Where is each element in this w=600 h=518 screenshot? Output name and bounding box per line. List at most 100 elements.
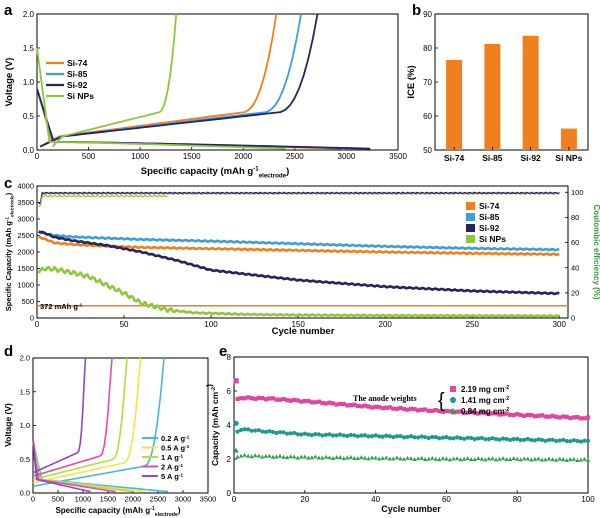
panel-e-axes (233, 356, 589, 494)
panel-e-point (465, 410, 470, 415)
panel-b-category-label: Si-92 (520, 153, 541, 163)
panel-c-legend-swatch (466, 202, 475, 210)
panel-e-point (398, 405, 403, 411)
panel-e-point (412, 456, 417, 461)
panel-c-legend-label: Si-85 (479, 212, 500, 222)
panel-e-point (338, 401, 343, 406)
panel-e-point (267, 429, 272, 434)
b-ytick-label: 90 (423, 10, 432, 19)
panel-e-point (391, 435, 396, 440)
panel-c-capacity-1 (37, 230, 560, 252)
panel-e-legend-label: 0.84 mg cm-2 (461, 407, 509, 416)
panel-e-legend-label: 2.19 mg cm-2 (461, 385, 509, 394)
panel-e-point (557, 415, 562, 420)
label-part: 372 mAh g (40, 302, 78, 311)
panel-e-point (345, 433, 350, 439)
panel-c-legend-swatch (466, 235, 475, 243)
panel-e-point (476, 411, 481, 416)
panel-e-point (235, 396, 240, 401)
panel-b-category-label: Si-74 (444, 153, 465, 163)
d-xtick-label: 2000 (125, 495, 142, 504)
panel-e-point (454, 435, 460, 440)
panel-e-legend-marker (450, 407, 456, 414)
panel-e-point (497, 412, 502, 417)
label-part: -1 (150, 506, 155, 512)
panel-e-point (408, 434, 414, 439)
panel-e-point (380, 455, 385, 460)
panel-e-point (578, 416, 584, 421)
panel-a-legend-label: Si NPs (67, 91, 94, 101)
label-part: electrode (10, 195, 16, 217)
panel-b-bar (560, 128, 577, 150)
panel-e-point (401, 435, 407, 440)
label-part: 1.41 mg cm (461, 396, 505, 405)
a-ytick-label: 2.0 (23, 10, 35, 19)
panel-e-point (320, 400, 325, 406)
panel-b-category-label: Si NPs (555, 153, 582, 163)
panel-e-point (490, 436, 495, 441)
label-part: 1 A g (161, 453, 179, 462)
panel-e-point (476, 436, 481, 441)
panel-e-point (412, 435, 417, 440)
c-ytick-label: 3500 (17, 198, 34, 207)
c-ytick-label: 1000 (17, 281, 34, 290)
c2-ytick-label: 20 (571, 288, 579, 297)
panel-c-legend-label: Si-74 (479, 201, 500, 211)
c2-ytick-label: 40 (571, 263, 579, 272)
panel-e-point (242, 396, 247, 401)
panel-e-point (270, 396, 276, 401)
panel-e-point (398, 434, 403, 439)
panel-e-point (564, 457, 569, 462)
panel-e-point (486, 436, 491, 442)
panel-e-point (256, 428, 261, 433)
panel-e-point (412, 407, 417, 412)
panel-e-point (582, 438, 587, 443)
panel-e-point (483, 457, 488, 462)
panel-e-point (313, 454, 318, 459)
panel-e-point (437, 436, 442, 441)
panel-e-annotation: The anode weights (353, 394, 417, 403)
panel-e-point (384, 433, 389, 438)
panel-d-discharge-3 (32, 438, 116, 493)
panel-e-point (323, 401, 329, 406)
panel-d-ylabel: Voltage (V) (3, 403, 13, 447)
panel-e-point (430, 408, 435, 413)
panel-e-point (288, 454, 293, 459)
panel-d-charge-3 (32, 357, 113, 477)
panel-e-point (582, 416, 587, 421)
panel-e-point (256, 395, 261, 400)
panel-e-point (525, 456, 530, 461)
label-part: 0.84 mg cm (461, 407, 505, 416)
panel-e-point (515, 436, 520, 442)
e-ytick-label: 0 (227, 489, 232, 498)
c-ytick-label: 1500 (17, 264, 34, 273)
panel-e-point (539, 413, 545, 418)
panel-e-point (458, 457, 463, 462)
d-xtick-label: 1000 (75, 495, 92, 504)
panel-e-point (532, 456, 537, 461)
e-xtick-label: 60 (442, 495, 451, 504)
panel-e-point (355, 434, 360, 439)
panel-e-point (380, 434, 385, 439)
panel-e-point (352, 433, 357, 438)
panel-c-legend-label: Si NPs (479, 234, 506, 244)
panel-e-point (433, 456, 438, 461)
panel-e-point (362, 455, 368, 460)
panel-e-point (384, 405, 389, 410)
panel-e-point (444, 408, 449, 413)
label-part: -2 (211, 387, 217, 392)
panel-e-point (571, 456, 576, 461)
c2-ytick-label: 60 (571, 238, 579, 247)
panel-e-brace: { (438, 390, 445, 412)
panel-e-point (550, 457, 555, 462)
panel-e-point (465, 456, 470, 461)
panel-e-point (352, 455, 357, 460)
panel-c-capacity-3 (37, 265, 560, 318)
panel-e-point (440, 456, 445, 461)
panel-e-point (532, 414, 537, 419)
panel-e-point (316, 432, 322, 437)
label-part: electrode (155, 512, 178, 518)
panel-e-point (529, 437, 534, 443)
panel-e-point (433, 434, 438, 440)
panel-e-point (554, 438, 559, 444)
